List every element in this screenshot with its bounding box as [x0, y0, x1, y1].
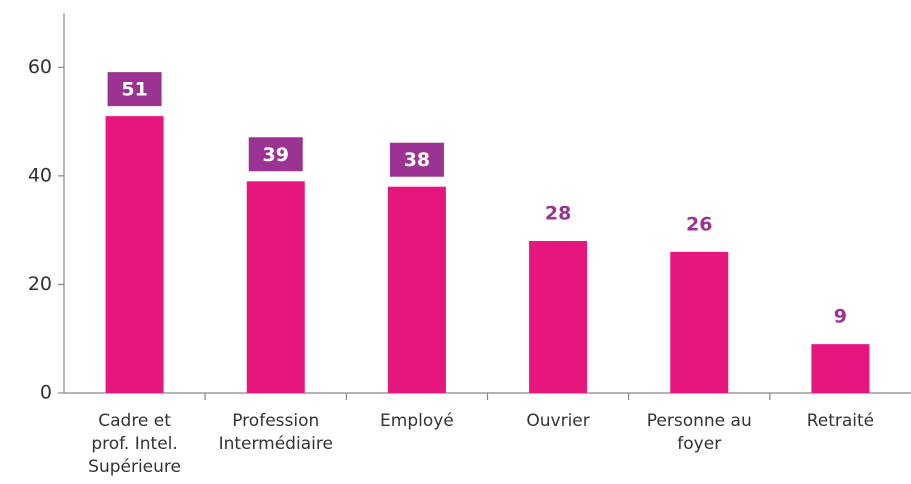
y-tick-label: 60	[28, 56, 52, 78]
bar	[387, 186, 446, 393]
value-label-box	[248, 137, 303, 172]
x-tick-label: Cadre et prof. Intel. Supérieure	[88, 411, 181, 477]
value-label: 38	[404, 149, 430, 171]
bar	[529, 241, 588, 393]
y-tick-label: 0	[40, 382, 52, 404]
bar	[105, 116, 164, 394]
x-tick-label: Employé	[380, 411, 454, 431]
x-tick-label: Profession Intermédiaire	[219, 411, 333, 454]
value-label-box	[389, 142, 444, 177]
bar	[246, 181, 305, 393]
x-tick-label: Retraité	[807, 411, 874, 431]
x-tick-label: Personne au foyer	[647, 411, 752, 454]
value-label: 51	[121, 79, 147, 101]
value-label: 28	[545, 203, 571, 225]
y-tick-label: 20	[28, 273, 52, 295]
bar	[811, 344, 870, 393]
value-label-box	[107, 72, 162, 107]
value-label: 9	[834, 306, 847, 328]
y-tick-label: 40	[28, 164, 52, 186]
value-label: 39	[263, 144, 289, 166]
x-tick-label: Ouvrier	[526, 411, 589, 431]
value-label: 26	[686, 213, 712, 235]
bar	[670, 251, 729, 393]
